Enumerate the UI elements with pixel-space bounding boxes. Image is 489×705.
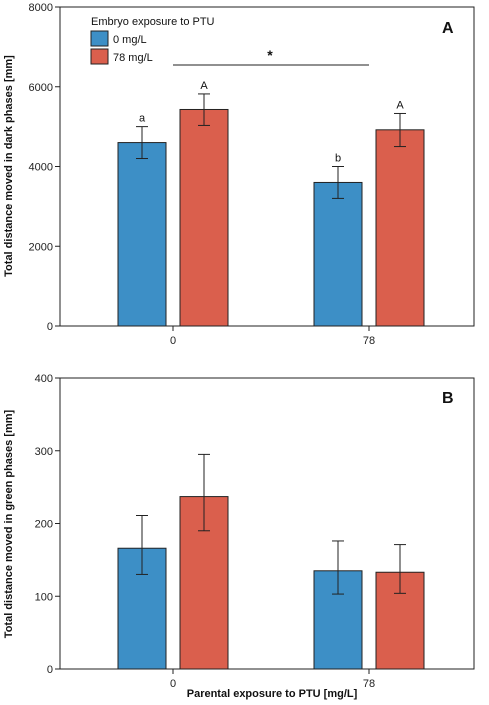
panel-a-letter: A [442, 20, 454, 37]
significance-star: * [267, 47, 273, 63]
bar [375, 129, 425, 327]
y-tick-label: 4000 [29, 162, 53, 174]
y-tick-label: 100 [35, 591, 53, 603]
y-tick-label: 300 [35, 446, 53, 458]
x-tick-label: 0 [170, 335, 176, 347]
bar [117, 142, 167, 327]
y-tick-label: 200 [35, 519, 53, 531]
panel-b-ylabel: Total distance moved in green phases [mm… [3, 409, 15, 638]
group-letter-label: a [139, 113, 146, 125]
panel-a-ylabel: Total distance moved in dark phases [mm] [3, 55, 15, 277]
x-tick-label: 78 [363, 678, 375, 690]
y-tick-label: 8000 [29, 2, 53, 14]
y-tick-label: 6000 [29, 82, 53, 94]
y-tick-label: 400 [35, 373, 53, 385]
group-letter-label: A [396, 99, 404, 111]
group-letter-label: b [335, 153, 341, 165]
panel-a: Total distance moved in dark phases [mm]… [3, 2, 475, 347]
y-tick-label: 0 [47, 321, 53, 333]
panel-b-letter: B [442, 390, 454, 407]
panel-b-xlabel: Parental exposure to PTU [mg/L] [187, 688, 358, 700]
legend-label-78mgl: 78 mg/L [113, 52, 153, 64]
group-letter-label: A [200, 80, 208, 92]
legend-swatch-0mgl [90, 30, 109, 47]
legend-swatch-78mgl [90, 48, 109, 65]
legend-title: Embryo exposure to PTU [91, 16, 215, 28]
x-tick-label: 78 [363, 335, 375, 347]
x-tick-label: 0 [170, 678, 176, 690]
legend-label-0mgl: 0 mg/L [113, 34, 147, 46]
panel-b: Total distance moved in green phases [mm… [3, 373, 475, 700]
y-tick-label: 0 [47, 664, 53, 676]
y-tick-label: 2000 [29, 241, 53, 253]
bar [179, 108, 229, 327]
bar [313, 181, 363, 327]
